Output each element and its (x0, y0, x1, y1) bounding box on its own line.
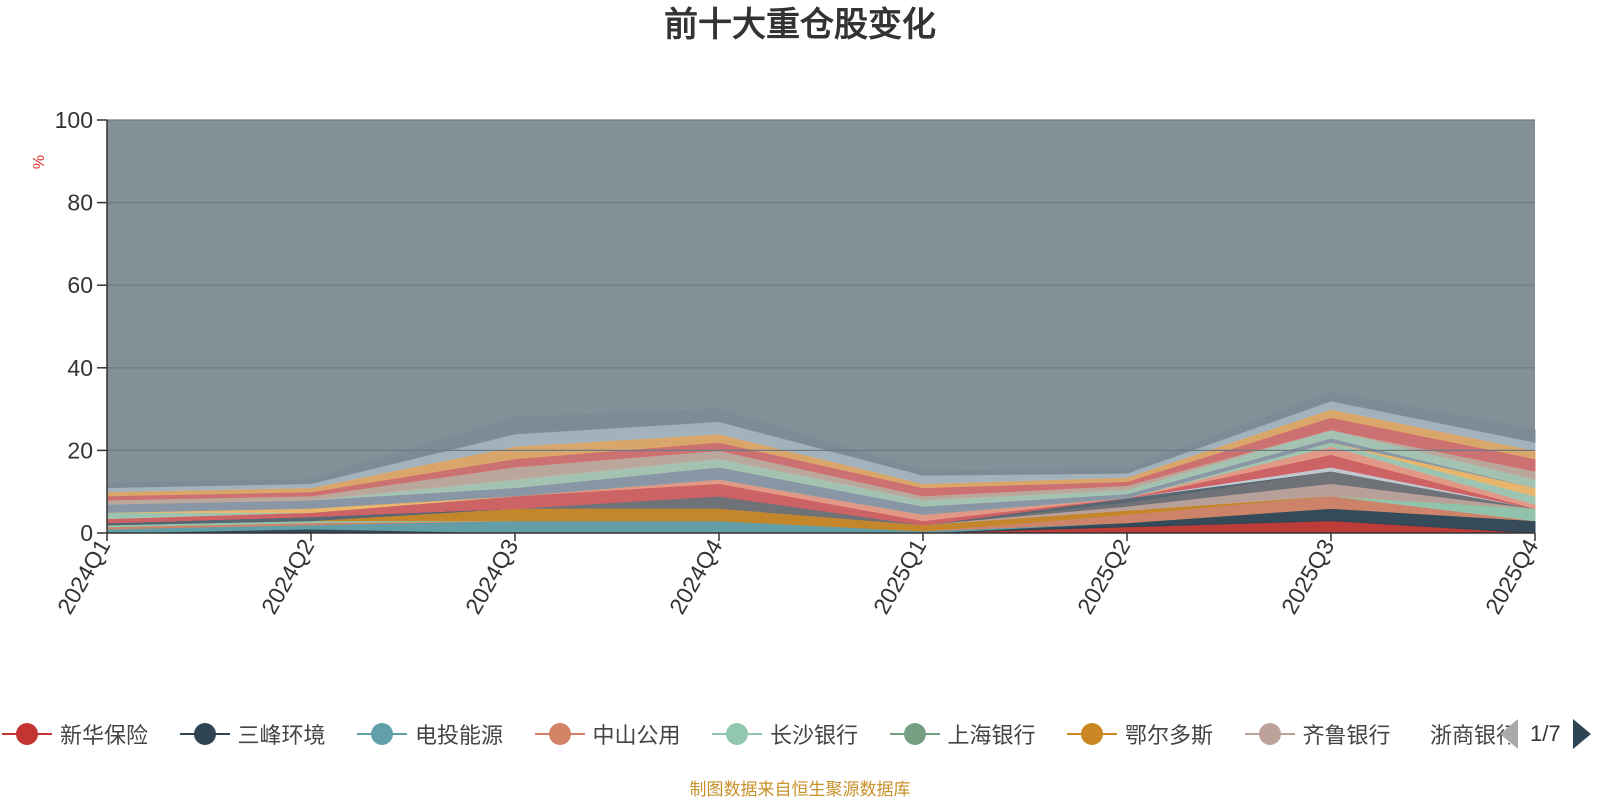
legend-label: 新华保险 (60, 723, 149, 748)
x-tick-label: 2024Q2 (256, 535, 319, 619)
legend-item[interactable]: 鄂尔多斯 (1067, 712, 1213, 756)
legend-page-indicator: 1/7 (1530, 721, 1561, 746)
y-axis-label: % (31, 155, 48, 169)
y-tick-label: 20 (67, 437, 93, 463)
legend-item[interactable]: 浙商银行 (1422, 712, 1510, 756)
legend-label: 上海银行 (947, 723, 1036, 748)
legend-item[interactable]: 中山公用 (534, 712, 681, 756)
legend-label: 三峰环境 (237, 723, 326, 748)
y-tick-label: 80 (67, 190, 93, 216)
legend-label: 中山公用 (592, 723, 681, 748)
source-note: 制图数据来自恒生聚源数据库 (689, 780, 911, 799)
legend-item[interactable]: 长沙银行 (712, 712, 858, 756)
x-tick-label: 2025Q1 (868, 535, 931, 619)
legend-label: 长沙银行 (770, 723, 859, 748)
legend-label: 浙商银行 (1430, 723, 1510, 748)
legend-marker-icon (1067, 723, 1117, 745)
legend-label: 齐鲁银行 (1302, 723, 1391, 748)
legend-marker-icon (712, 723, 762, 745)
legend-next-arrow-icon[interactable] (1572, 719, 1591, 749)
legend-marker-icon (1244, 723, 1295, 745)
legend-marker-icon (889, 723, 940, 745)
x-tick-label: 2025Q4 (1480, 534, 1544, 618)
legend-label: 电投能源 (415, 723, 504, 748)
x-tick-label: 2025Q3 (1276, 535, 1339, 619)
legend-marker-icon (357, 723, 407, 745)
chart-title: 前十大重仓股变化 (664, 6, 936, 44)
x-tick-label: 2024Q4 (664, 534, 728, 618)
area-series-group (106, 392, 1536, 534)
x-tick-label: 2024Q1 (52, 535, 115, 619)
x-tick-label: 2025Q2 (1072, 535, 1135, 619)
legend-marker-icon (179, 723, 230, 745)
legend-item[interactable]: 齐鲁银行 (1244, 712, 1391, 756)
chart-canvas: 0 20 40 60 80 100 2024Q1 2024Q2 2024Q3 2024Q4 2025… (31, 107, 1544, 619)
y-tick-label: 40 (67, 355, 93, 381)
legend-label: 鄂尔多斯 (1125, 723, 1214, 748)
legend-prev-arrow-icon[interactable] (1500, 719, 1518, 749)
legend-item[interactable]: 三峰环境 (179, 712, 326, 756)
legend-pager: 1/7 (1500, 716, 1591, 752)
legend-item[interactable]: 电投能源 (357, 712, 503, 756)
legend: 新华保险 三峰环境 电投能源 中山公用 长沙银行 上海银行 鄂尔多斯 齐鲁银行 浙商银行 (0, 712, 1600, 756)
legend-marker-icon (534, 723, 585, 745)
y-tick-label: 0 (80, 520, 93, 546)
grid-lines (107, 119, 1535, 451)
legend-item[interactable]: 上海银行 (889, 712, 1036, 756)
y-tick-label: 100 (55, 107, 93, 133)
x-tick-label: 2024Q3 (460, 535, 523, 619)
legend-marker-icon (2, 723, 52, 745)
y-tick-label: 60 (67, 272, 93, 298)
legend-item[interactable]: 新华保险 (2, 712, 148, 756)
